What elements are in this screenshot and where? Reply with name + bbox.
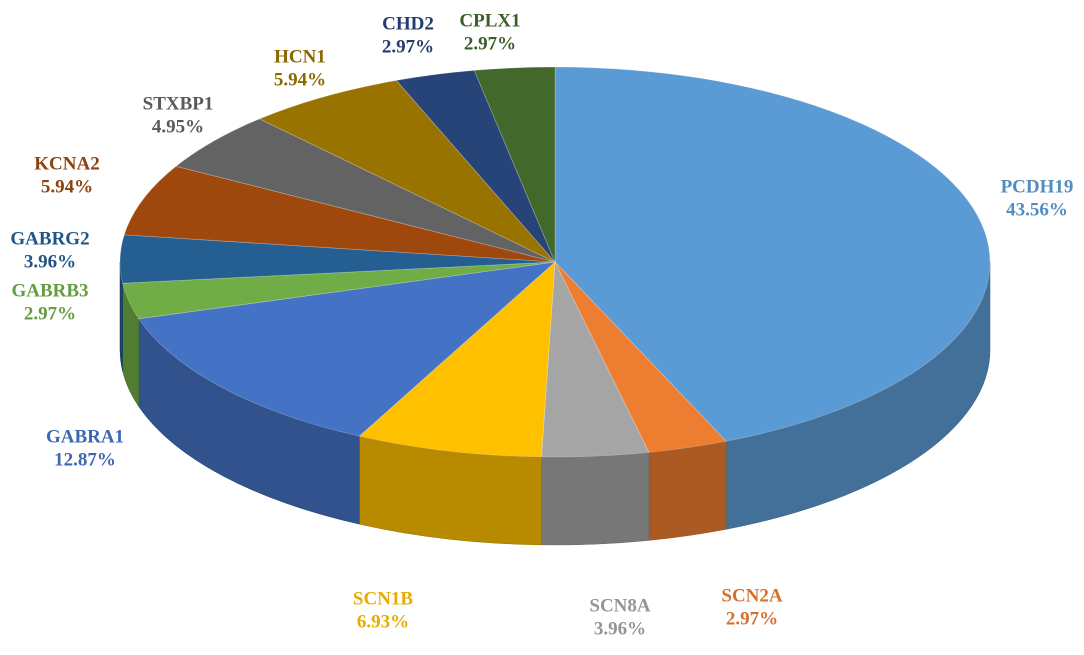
slice [138,261,557,437]
slice-value-label: 3.96% [594,618,646,639]
slice [123,165,556,263]
slice-label: CHD2 [382,13,434,34]
slice [395,69,556,263]
slice-value-label: 2.97% [464,33,516,54]
slice [541,260,650,458]
slice-label: GABRA1 [46,426,124,447]
slice-label: SCN8A [589,595,651,616]
slice-value-label: 6.93% [357,611,409,632]
slice-value-label: 4.95% [152,116,204,137]
slice-label: SCN1B [353,588,414,609]
slice-label: PCDH19 [1001,176,1074,197]
slice-value-label: 2.97% [726,608,778,629]
slice [119,234,556,284]
slice-label: HCN1 [274,46,326,67]
slice-label: CPLX1 [459,10,520,31]
slice-value-label: 12.87% [54,449,116,470]
slice-value-label: 5.94% [41,176,93,197]
slice-side [541,452,650,546]
slice [358,261,556,458]
slice [473,66,556,263]
slice [175,118,556,263]
slice-value-label: 43.56% [1006,199,1068,220]
slice-side [648,440,727,541]
slice-label: GABRB3 [11,280,88,301]
slice-value-label: 3.96% [24,251,76,272]
slice [122,261,556,320]
slice-value-label: 2.97% [382,36,434,57]
slice [554,261,727,453]
slice-label: STXBP1 [143,93,214,114]
slice-value-label: 5.94% [274,69,326,90]
slice-label: KCNA2 [34,153,99,174]
slice-label: SCN2A [721,585,783,606]
slice-value-label: 2.97% [24,303,76,324]
slice-label: GABRG2 [10,228,89,249]
slice [258,79,556,263]
slice [554,66,991,442]
